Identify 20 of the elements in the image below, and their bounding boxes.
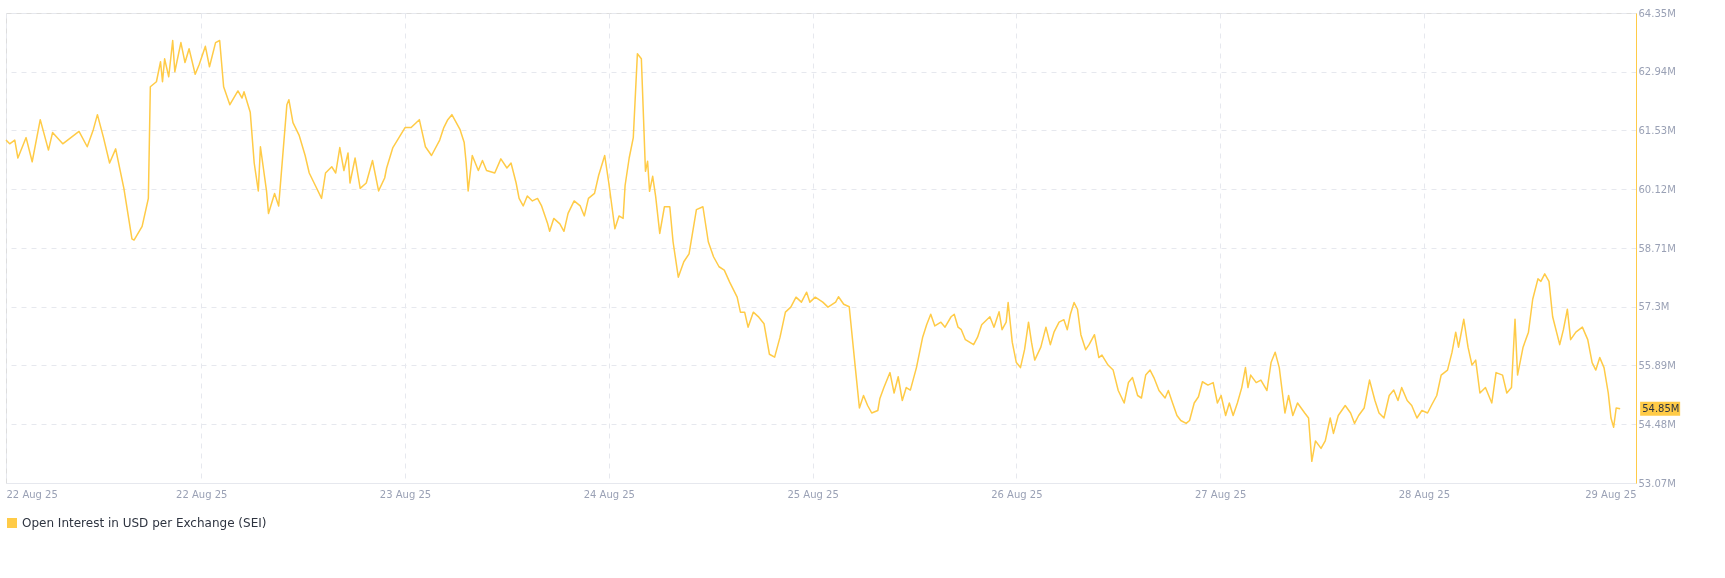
x-tick-label: 22 Aug 25 — [6, 488, 58, 500]
y-tick-label: 62.94M — [1638, 66, 1676, 78]
y-tick-label: 55.89M — [1638, 360, 1676, 371]
y-tick-label: 64.35M — [1638, 7, 1676, 19]
y-tick-label: 60.12M — [1638, 183, 1676, 195]
x-tick-label: 26 Aug 25 — [991, 488, 1043, 500]
x-tick-label: 27 Aug 25 — [1194, 488, 1247, 500]
x-tick-label: 25 Aug 25 — [787, 488, 839, 500]
annotation: 54.85M — [1642, 402, 1680, 414]
x-tick-label: 28 Aug 25 — [1398, 488, 1451, 500]
x-tick-label: 29 Aug 25 — [1585, 488, 1637, 500]
x-tick-label: 23 Aug 25 — [379, 488, 432, 500]
x-tick-label: 22 Aug 25 — [176, 488, 228, 500]
y-tick-label: 58.71M — [1638, 242, 1676, 254]
y-tick-label: 57.3M — [1638, 301, 1670, 313]
x-tick-label: 24 Aug 25 — [583, 488, 635, 500]
y-tick-label: 54.48M — [1638, 418, 1676, 430]
y-tick-label: 61.53M — [1638, 125, 1676, 136]
y-tick-label: 53.07M — [1638, 477, 1676, 489]
legend-label: Open Interest in USD per Exchange (SEI) — [22, 516, 267, 530]
